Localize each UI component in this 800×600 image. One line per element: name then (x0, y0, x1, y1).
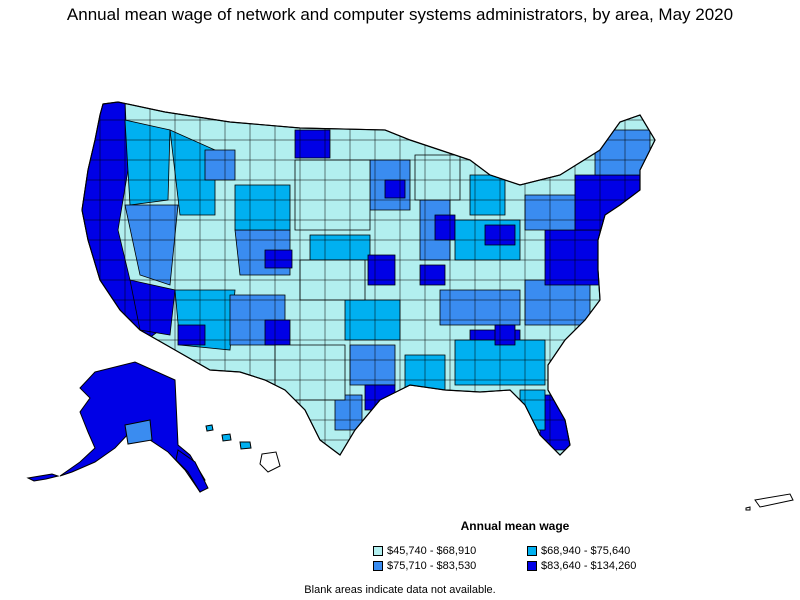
region-chicago (434, 214, 456, 241)
map-title: Annual mean wage of network and computer… (66, 5, 734, 24)
puerto-rico (745, 493, 794, 511)
region-colorado (264, 249, 293, 269)
contiguous-us (81, 101, 656, 456)
region-virginia-dc (544, 229, 601, 286)
legend-label-tier4: $83,640 - $134,260 (541, 560, 637, 572)
region-st-louis (419, 264, 446, 286)
legend-label-tier2: $68,940 - $75,640 (541, 545, 631, 557)
hawaii-maui (239, 441, 252, 450)
legend-swatch-tier2 (527, 546, 537, 556)
legend-swatch-tier3 (373, 561, 383, 571)
region-houston (364, 384, 396, 411)
region-carolinas (524, 279, 591, 326)
legend-title: Annual mean wage (460, 519, 570, 533)
region-north-dakota-east (294, 129, 331, 159)
legend-item-tier3: $75,710 - $83,530 (373, 560, 476, 572)
legend-swatch-tier1 (373, 546, 383, 556)
legend-item-tier4: $83,640 - $134,260 (527, 560, 636, 572)
region-albuquerque (264, 319, 291, 346)
puerto-rico-small-island (745, 506, 751, 511)
legend-swatch-tier4 (527, 561, 537, 571)
legend-item-tier2: $68,940 - $75,640 (527, 545, 630, 557)
hawaii-oahu (221, 433, 232, 442)
hawaii (205, 424, 281, 473)
alaska-panhandle (175, 449, 209, 493)
region-new-england (594, 129, 651, 176)
legend-label-tier1: $45,740 - $68,910 (387, 545, 477, 557)
footnote: Blank areas indicate data not available. (304, 584, 496, 596)
region-minneapolis (384, 179, 406, 199)
puerto-rico-island (754, 493, 794, 508)
region-wisconsin (414, 154, 461, 201)
alaska-aleutians (26, 473, 60, 482)
region-montana-west (204, 149, 236, 181)
legend-label-tier3: $75,710 - $83,530 (387, 560, 477, 572)
region-southern-california (129, 279, 176, 336)
hawaii-big-island (259, 451, 281, 473)
region-oregon-inland (124, 119, 171, 206)
legend-item-tier1: $45,740 - $68,910 (373, 545, 476, 557)
hawaii-kauai (205, 424, 214, 432)
alaska (26, 361, 209, 494)
region-west-texas (274, 344, 346, 401)
region-wyoming (234, 184, 291, 231)
region-atlanta (494, 324, 516, 346)
region-nevada (124, 204, 179, 286)
region-florida-west (519, 389, 546, 431)
region-phoenix (177, 324, 206, 346)
region-northeast (574, 174, 641, 231)
region-south-dakota (294, 159, 371, 231)
region-dallas (349, 344, 396, 386)
us-outline-border (81, 101, 656, 456)
region-iowa-nebraska (309, 234, 371, 261)
alaska-south-region (124, 419, 153, 445)
region-kansas-city (367, 254, 396, 286)
